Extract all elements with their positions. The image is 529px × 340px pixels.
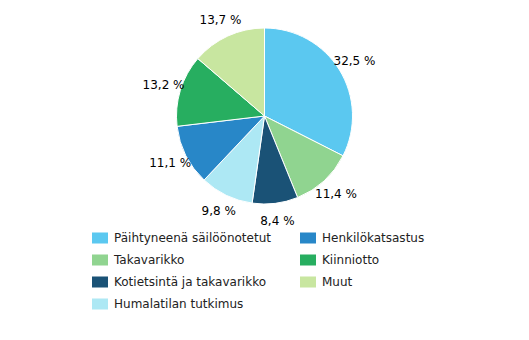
legend-swatch (92, 277, 108, 288)
legend-swatch (300, 255, 316, 266)
data-label: 32,5 % (334, 54, 376, 68)
legend-item: Kiinniotto (300, 253, 379, 267)
data-label: 11,1 % (149, 156, 191, 170)
legend-label: Muut (322, 275, 353, 289)
legend-item: Henkilökatsastus (300, 231, 424, 245)
pie-group (177, 28, 353, 204)
legend-swatch (92, 233, 108, 244)
chart-container: 32,5 % 11,4 % 8,4 % 9,8 % 11,1 % 13,2 % 13,7 %… (0, 0, 529, 340)
legend-label: Takavarikko (113, 253, 184, 267)
legend-swatch (92, 255, 108, 266)
data-label: 9,8 % (202, 204, 236, 218)
legend-item: Kotietsintä ja takavarikko (92, 275, 266, 289)
legend-item: Muut (300, 275, 353, 289)
legend: Päihtyneenä säilöönotetut Takavarikko Koti… (92, 231, 424, 311)
legend-swatch (300, 277, 316, 288)
legend-label: Päihtyneenä säilöönotetut (114, 231, 271, 245)
legend-swatch (92, 299, 108, 310)
data-label: 13,2 % (143, 78, 185, 92)
data-label: 11,4 % (315, 187, 357, 201)
legend-item: Takavarikko (92, 253, 184, 267)
legend-label: Kiinniotto (322, 253, 379, 267)
legend-swatch (300, 233, 316, 244)
data-label: 13,7 % (200, 13, 242, 27)
legend-label: Kotietsintä ja takavarikko (114, 275, 266, 289)
legend-label: Henkilökatsastus (322, 231, 424, 245)
legend-label: Humalatilan tutkimus (114, 297, 243, 311)
legend-item: Päihtyneenä säilöönotetut (92, 231, 271, 245)
data-label: 8,4 % (260, 214, 294, 228)
legend-item: Humalatilan tutkimus (92, 297, 243, 311)
pie-slice (198, 28, 265, 116)
chart-svg: 32,5 % 11,4 % 8,4 % 9,8 % 11,1 % 13,2 % 13,7 %… (0, 0, 529, 340)
data-labels: 32,5 % 11,4 % 8,4 % 9,8 % 11,1 % 13,2 % 13,7 % (143, 13, 376, 228)
